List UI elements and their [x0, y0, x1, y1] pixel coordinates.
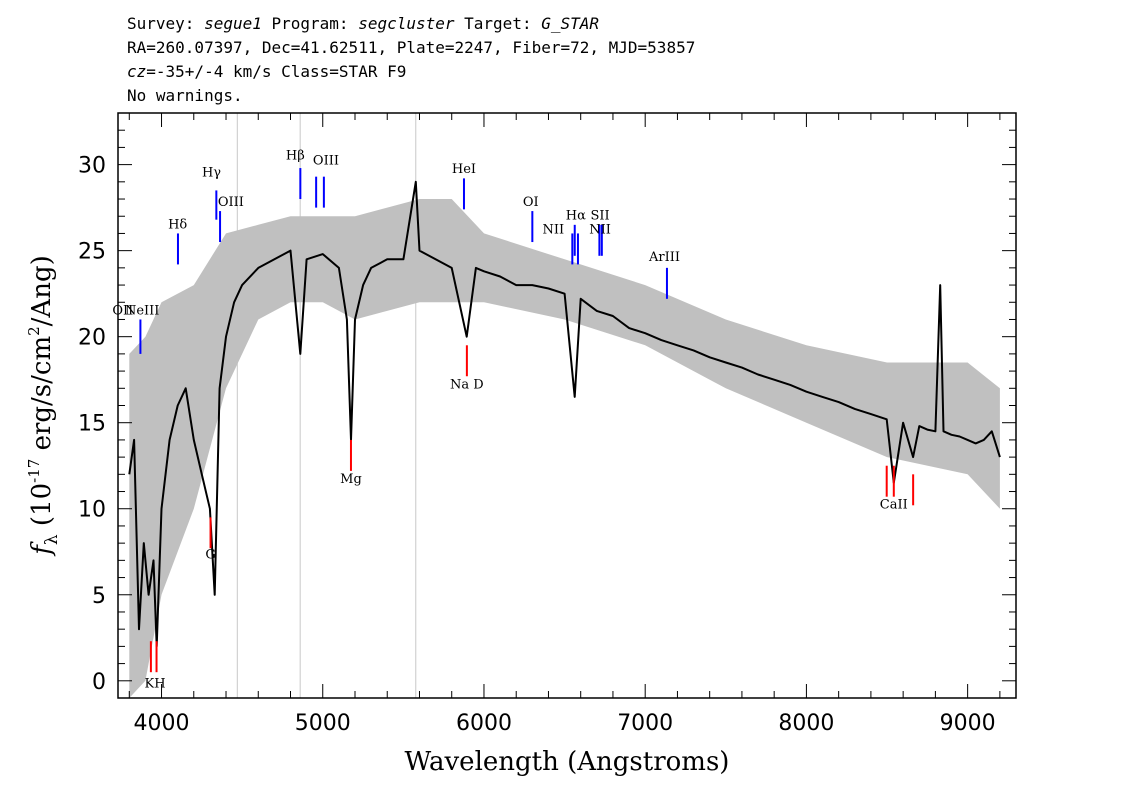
y-tick-label: 15 — [78, 412, 106, 437]
program-value: segcluster — [358, 14, 455, 33]
line-label: NeIII — [125, 303, 159, 318]
spectrum-header: Survey: segue1 Program: segcluster Targe… — [127, 12, 695, 108]
y-tick-label: 5 — [92, 584, 106, 609]
line-label: Na D — [450, 377, 484, 392]
y-tick-label: 0 — [92, 670, 106, 695]
x-tick-label: 9000 — [940, 711, 996, 736]
line-label: Hγ — [202, 166, 221, 181]
axis-ticks: 4000 5000 6000 7000 8000 9000 0 5 10 15 20 25 30 — [78, 113, 1016, 736]
x-tick-label: 4000 — [134, 711, 190, 736]
line-label: SII — [590, 209, 609, 224]
y-tick-label: 30 — [78, 154, 106, 179]
line-label: Hβ — [286, 148, 305, 163]
line-markers — [118, 168, 915, 673]
survey-label: Survey: — [127, 14, 205, 33]
class-text: km/s Class=STAR F9 — [223, 62, 407, 81]
line-label: Hδ — [168, 217, 187, 232]
program-label: Program: — [261, 14, 359, 33]
line-label: OIII — [218, 195, 244, 210]
y-tick-label: 25 — [78, 240, 106, 265]
error-band — [129, 199, 1000, 698]
y-axis-suffix: /Ang) — [27, 255, 57, 326]
line-label: Mg — [340, 472, 362, 487]
y-axis-exponent-2: 2 — [25, 326, 43, 336]
header-line-coordinates: RA=260.07397, Dec=41.62511, Plate=2247, … — [127, 38, 696, 57]
cz-value: =-35+/-4 — [146, 62, 224, 81]
line-label: HeI — [452, 162, 476, 177]
line-label: OI — [523, 195, 539, 210]
line-label: CaII — [880, 498, 908, 513]
x-tick-label: 7000 — [617, 711, 673, 736]
header-line-warnings: No warnings. — [127, 86, 243, 105]
cz-label: cz — [127, 62, 147, 81]
error-band-area — [129, 199, 1000, 698]
y-axis-subscript: λ — [42, 534, 62, 545]
sky-lines — [236, 113, 417, 698]
y-tick-label: 10 — [78, 498, 106, 523]
y-axis-title: fλ (10-17 erg/s/cm2/Ang) — [25, 255, 62, 557]
line-label: NII — [589, 222, 611, 237]
x-axis-title: Wavelength (Angstroms) — [405, 747, 730, 777]
line-label: Hα — [566, 209, 586, 224]
target-label: Target: — [454, 14, 542, 33]
y-axis-prefix: (10 — [27, 483, 57, 535]
line-label: OIII — [313, 154, 339, 169]
y-tick-label: 20 — [78, 326, 106, 351]
x-tick-label: 5000 — [295, 711, 351, 736]
x-tick-label: 6000 — [456, 711, 512, 736]
line-label: NII — [542, 222, 564, 237]
x-tick-label: 8000 — [778, 711, 834, 736]
header-line-redshift: cz=-35+/-4 km/s Class=STAR F9 — [127, 60, 695, 84]
y-axis-exponent: -17 — [25, 459, 43, 483]
line-label: KH — [145, 677, 166, 692]
survey-value: segue1 — [204, 14, 262, 33]
line-label: G — [205, 548, 215, 563]
target-value: G_STAR — [541, 14, 600, 33]
header-line-survey: Survey: segue1 Program: segcluster Targe… — [127, 12, 695, 36]
line-label: ArIII — [648, 250, 680, 265]
y-axis-middle: erg/s/cm — [27, 336, 57, 459]
